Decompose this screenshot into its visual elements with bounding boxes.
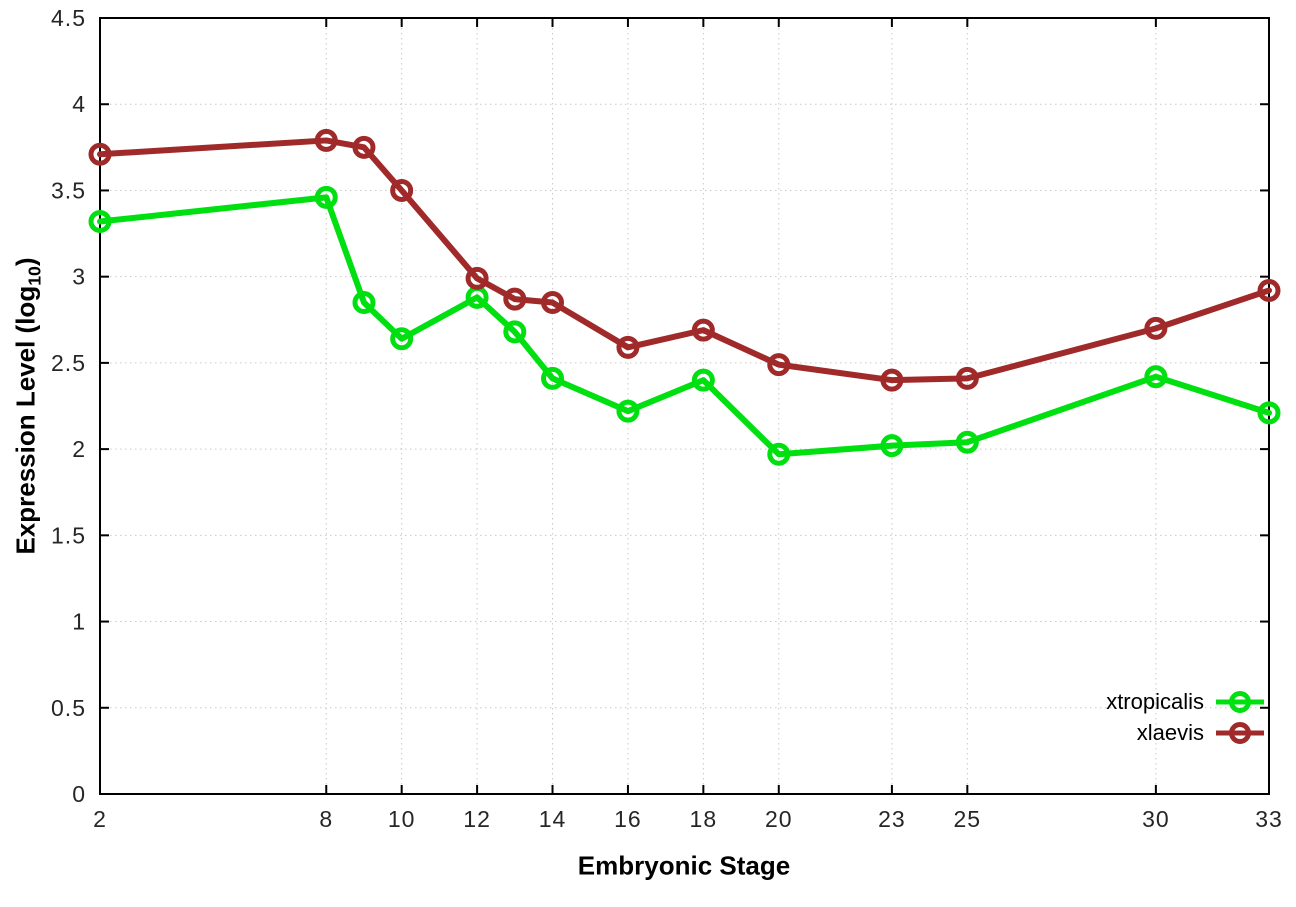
- y-axis-title-suffix: ): [10, 257, 41, 267]
- data-point-xtropicalis: [616, 399, 640, 423]
- legend-item-xtropicalis: xtropicalis: [1106, 686, 1264, 717]
- data-point-xtropicalis: [1144, 365, 1168, 389]
- legend-label-xlaevis: xlaevis: [1136, 719, 1204, 745]
- x-tick-label: 25: [954, 806, 982, 832]
- data-point-xlaevis: [955, 366, 979, 390]
- data-point-xtropicalis: [390, 327, 414, 351]
- x-tick-label: 18: [690, 806, 718, 832]
- y-tick-label: 3: [72, 264, 86, 290]
- data-point-xtropicalis: [1257, 401, 1281, 425]
- x-tick-label: 30: [1142, 806, 1170, 832]
- data-point-xtropicalis: [352, 291, 376, 315]
- y-tick-label: 4.5: [51, 5, 86, 31]
- data-point-xlaevis: [541, 291, 565, 315]
- data-point-xtropicalis: [767, 442, 791, 466]
- y-tick-label: 1.5: [51, 522, 86, 548]
- data-point-xtropicalis: [503, 320, 527, 344]
- series-line-xlaevis: [97, 137, 1272, 384]
- y-axis-title-subscript: 10: [24, 266, 45, 286]
- legend-marker-xlaevis: [1216, 720, 1264, 746]
- legend-label-xtropicalis: xtropicalis: [1106, 688, 1204, 714]
- x-tick-label: 33: [1255, 806, 1283, 832]
- data-point-xlaevis: [465, 266, 489, 290]
- data-point-xlaevis: [1144, 316, 1168, 340]
- plot-frame: [99, 17, 1270, 795]
- data-point-xtropicalis: [880, 434, 904, 458]
- y-tick-label: 2.5: [51, 350, 86, 376]
- y-tick-label: 2: [72, 436, 86, 462]
- y-tick-label: 1: [72, 609, 86, 635]
- x-tick-label: 12: [463, 806, 491, 832]
- data-point-xtropicalis: [691, 368, 715, 392]
- data-point-xlaevis: [503, 287, 527, 311]
- y-axis-title: Expression Level (log10): [11, 257, 46, 554]
- data-point-xtropicalis: [955, 430, 979, 454]
- data-point-xlaevis: [616, 335, 640, 359]
- legend-circle-marker: [1229, 690, 1251, 713]
- data-point-xlaevis: [314, 128, 338, 152]
- y-tick-label: 0.5: [51, 695, 86, 721]
- x-axis-title: Embryonic Stage: [577, 850, 791, 881]
- x-tick-label: 2: [93, 806, 107, 832]
- x-tick-label: 10: [388, 806, 416, 832]
- y-axis-title-text: Expression Level (log: [10, 285, 41, 555]
- x-tick-label: 8: [319, 806, 333, 832]
- data-point-xlaevis: [352, 135, 376, 159]
- series-line-xtropicalis: [97, 194, 1272, 458]
- data-point-xlaevis: [767, 353, 791, 377]
- x-tick-label: 14: [539, 806, 567, 832]
- data-point-xlaevis: [1257, 278, 1281, 302]
- data-point-xlaevis: [880, 368, 904, 392]
- data-point-xlaevis: [691, 318, 715, 342]
- y-tick-label: 4: [72, 91, 86, 117]
- legend-marker-xtropicalis: [1216, 689, 1264, 715]
- x-tick-label: 16: [614, 806, 642, 832]
- data-point-xlaevis: [88, 142, 112, 166]
- y-tick-label: 3.5: [51, 177, 86, 203]
- data-point-xtropicalis: [88, 209, 112, 233]
- x-tick-label: 23: [878, 806, 906, 832]
- legend: xtropicalis xlaevis: [1106, 686, 1264, 748]
- y-tick-label: 0: [72, 781, 86, 807]
- legend-circle-marker: [1229, 721, 1251, 744]
- legend-item-xlaevis: xlaevis: [1137, 717, 1264, 748]
- data-point-xlaevis: [390, 178, 414, 202]
- data-point-xtropicalis: [314, 185, 338, 209]
- x-tick-label: 20: [765, 806, 793, 832]
- data-point-xtropicalis: [541, 366, 565, 390]
